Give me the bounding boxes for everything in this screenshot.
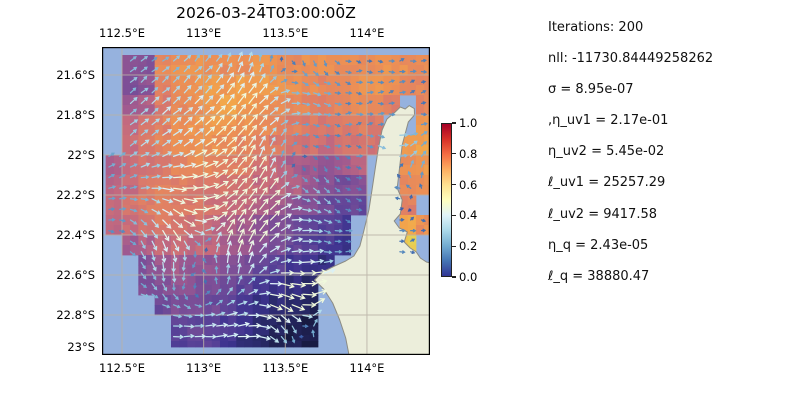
colorbar-tick-label-2: 0.4 (459, 208, 478, 223)
quiver-arrows (108, 51, 428, 344)
y-tick-label-7: 23°S (67, 340, 95, 354)
y-tick-label-6: 22.8°S (56, 308, 95, 322)
colorbar-tick-mark-5 (452, 122, 456, 124)
x-tick-label-bottom-1: 113°E (186, 361, 222, 375)
x-tick-label-top-3: 114°E (349, 26, 385, 40)
colorbar-tick-mark-0 (452, 276, 456, 278)
y-tick-label-3: 22.2°S (56, 188, 95, 202)
x-tick-label-bottom-3: 114°E (349, 361, 385, 375)
y-tick-label-4: 22.4°S (56, 228, 95, 242)
stat-line-5: ℓ_uv1 = 25257.29 (548, 175, 666, 191)
map-plot (102, 47, 438, 360)
stat-line-0: Iterations: 200 (548, 20, 644, 35)
x-tick-label-top-1: 113°E (186, 26, 222, 40)
y-tick-label-5: 22.6°S (56, 268, 95, 282)
y-tick-label-2: 22°S (67, 148, 95, 162)
stat-line-7: η_q = 2.43e-05 (548, 237, 649, 253)
x-tick-label-bottom-2: 113.5°E (262, 361, 309, 375)
colorbar-tick-label-5: 1.0 (459, 116, 478, 130)
colorbar-tick-label-3: 0.6 (459, 177, 478, 192)
x-tick-label-bottom-0: 112.5°E (99, 361, 145, 375)
y-tick-label-1: 21.8°S (56, 108, 95, 122)
colorbar-tick-mark-2 (452, 214, 456, 216)
colorbar-tick-label-0: 0.0 (459, 270, 478, 284)
stat-line-1: nll: -11730.84449258262 (548, 51, 714, 67)
map-panel (102, 47, 438, 360)
map-frame (102, 47, 430, 355)
colorbar-tick-label-4: 0.8 (459, 146, 478, 161)
x-tick-label-top-2: 113.5°E (262, 26, 309, 40)
stats-panel: Iterations: 200 nll: -11730.84449258262 σ … (548, 12, 713, 292)
stat-line-3: ,η_uv1 = 2.17e-01 (548, 113, 669, 129)
y-tick-label-0: 21.6°S (56, 68, 95, 82)
stat-line-2: σ = 8.95e-07 (548, 82, 634, 98)
colorbar-tick-label-1: 0.2 (459, 239, 478, 254)
stat-line-4: η_uv2 = 5.45e-02 (548, 144, 665, 160)
stat-line-8: ℓ_q = 38880.47 (548, 268, 650, 284)
stat-line-6: ℓ_uv2 = 9417.58 (548, 206, 657, 222)
colorbar-tick-mark-1 (452, 245, 456, 247)
plot-title: 2026-03-24̄T03:00:00̄Z (176, 4, 356, 22)
x-tick-label-top-0: 112.5°E (99, 26, 145, 40)
colorbar-tick-mark-4 (452, 153, 456, 155)
colorbar (441, 123, 452, 277)
colorbar-tick-mark-3 (452, 184, 456, 186)
